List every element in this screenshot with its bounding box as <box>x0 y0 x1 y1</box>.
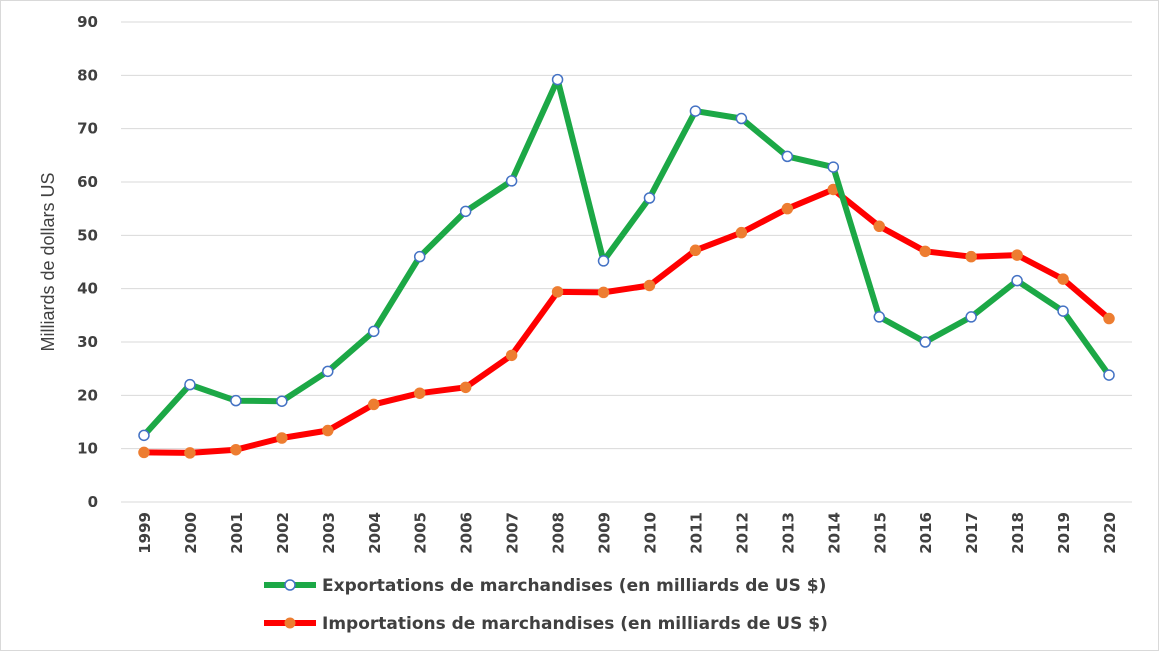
legend-item-exports: Exportations de marchandises (en milliar… <box>264 576 826 596</box>
data-point <box>597 286 610 299</box>
y-tick-label: 60 <box>77 173 98 191</box>
x-tick-label: 1999 <box>136 512 154 554</box>
x-tick-label: 2019 <box>1055 512 1073 554</box>
x-tick-label: 2011 <box>687 512 705 554</box>
data-point <box>505 175 518 187</box>
x-axis-ticks: 1999 2000 2001 2002 2003 2004 2005 2006 2007 2008… <box>136 512 1119 554</box>
legend-item-imports: Importations de marchandises (en milliar… <box>264 614 828 634</box>
data-point <box>322 424 334 437</box>
data-point <box>1103 369 1115 381</box>
series-layer <box>138 73 1115 459</box>
data-point <box>873 311 885 323</box>
x-tick-label: 2016 <box>917 512 935 554</box>
y-axis-label: Milliards de dollars US <box>38 172 58 351</box>
data-point <box>413 250 426 263</box>
x-tick-label: 2017 <box>963 512 981 554</box>
y-tick-label: 90 <box>77 13 98 31</box>
data-point <box>230 394 242 407</box>
data-point <box>459 205 472 218</box>
data-point <box>689 105 702 117</box>
data-point <box>597 255 610 267</box>
data-point <box>505 349 518 362</box>
x-tick-label: 2015 <box>871 512 889 554</box>
x-tick-label: 2005 <box>412 512 430 554</box>
data-point <box>413 387 426 399</box>
data-point <box>276 432 288 444</box>
data-point <box>551 286 564 298</box>
x-tick-label: 2013 <box>779 512 797 554</box>
y-tick-label: 80 <box>77 66 98 84</box>
data-point <box>965 311 977 323</box>
x-tick-label: 2009 <box>596 512 614 554</box>
x-tick-label: 2007 <box>504 512 522 554</box>
data-point <box>368 325 380 338</box>
data-point <box>138 446 150 459</box>
x-tick-label: 2008 <box>550 512 568 554</box>
data-point <box>965 250 977 263</box>
x-tick-label: 2010 <box>641 512 659 554</box>
y-axis-ticks: 0 10 20 30 40 50 60 70 80 90 <box>77 13 98 511</box>
data-point <box>735 112 748 125</box>
x-tick-label: 2012 <box>733 512 751 554</box>
data-point <box>689 244 702 257</box>
x-tick-label: 2020 <box>1101 512 1119 554</box>
data-point <box>919 336 931 348</box>
data-point <box>781 150 794 163</box>
data-point <box>276 395 288 407</box>
data-point <box>551 73 564 86</box>
data-point <box>827 161 840 173</box>
x-tick-label: 2003 <box>320 512 338 554</box>
data-point <box>873 220 885 233</box>
legend-marker-exports <box>284 579 296 591</box>
data-point <box>919 245 931 258</box>
data-point <box>368 398 380 411</box>
data-point <box>735 226 748 239</box>
x-tick-label: 2018 <box>1009 512 1027 554</box>
series-exports <box>138 73 1115 442</box>
data-point <box>459 381 472 394</box>
data-point <box>230 443 242 456</box>
data-point <box>184 378 196 391</box>
y-tick-label: 20 <box>77 386 98 404</box>
data-point <box>1011 249 1023 261</box>
x-tick-label: 2002 <box>274 512 292 554</box>
x-tick-label: 2006 <box>458 512 476 554</box>
legend: Exportations de marchandises (en milliar… <box>264 576 828 634</box>
data-point <box>1057 305 1069 317</box>
y-tick-label: 40 <box>77 280 98 298</box>
legend-marker-imports <box>284 617 296 629</box>
series-line <box>141 76 1112 439</box>
data-point <box>1103 312 1115 325</box>
data-point <box>138 429 150 442</box>
y-tick-label: 10 <box>77 440 98 458</box>
x-tick-label: 2000 <box>182 512 200 554</box>
data-point <box>643 279 656 292</box>
x-tick-label: 2014 <box>825 512 843 554</box>
data-point <box>184 447 196 459</box>
data-point <box>643 192 656 204</box>
y-tick-label: 50 <box>77 226 98 244</box>
data-point <box>781 202 794 215</box>
legend-label-exports: Exportations de marchandises (en milliar… <box>322 576 826 596</box>
data-point <box>1057 273 1069 285</box>
y-tick-label: 70 <box>77 120 98 138</box>
data-point <box>322 365 334 378</box>
y-tick-label: 30 <box>77 333 98 351</box>
x-tick-label: 2001 <box>228 512 246 554</box>
y-tick-label: 0 <box>88 493 98 511</box>
data-point <box>1011 274 1023 287</box>
gridlines <box>121 21 1132 503</box>
series-imports <box>138 183 1115 459</box>
series-line <box>141 186 1112 456</box>
x-tick-label: 2004 <box>366 512 384 554</box>
legend-label-imports: Importations de marchandises (en milliar… <box>322 614 828 634</box>
